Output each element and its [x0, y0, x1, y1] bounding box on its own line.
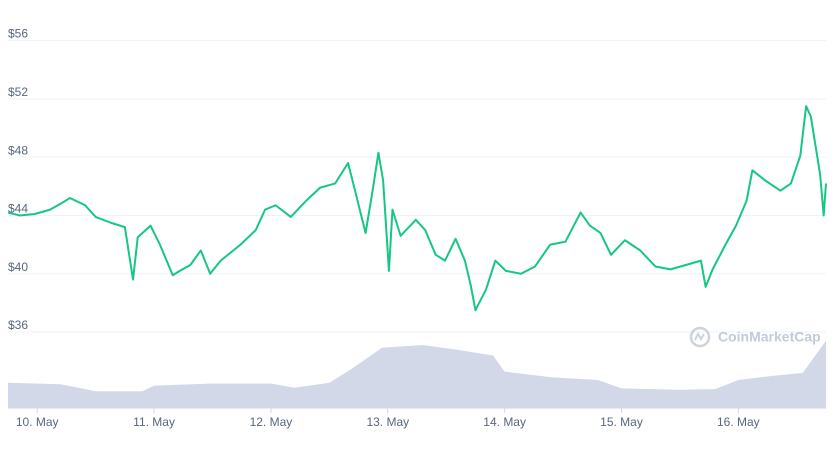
- y-tick-label: $44: [8, 202, 28, 216]
- volume-area: [8, 340, 826, 408]
- x-tick-label: 12. May: [250, 415, 293, 429]
- x-tick-label: 11. May: [133, 415, 175, 429]
- y-tick-label: $40: [8, 260, 28, 274]
- x-tick-label: 15. May: [600, 415, 643, 429]
- y-tick-label: $48: [8, 143, 28, 157]
- logo-ring: [689, 326, 711, 348]
- y-tick-label: $52: [8, 85, 28, 99]
- x-tick-label: 16. May: [717, 415, 760, 429]
- watermark-logo: [689, 326, 711, 348]
- plot: $36 $40 $44 $48 $52 $56 10. May 11. May 12. May 1…: [7, 27, 827, 429]
- x-tick-label: 13. May: [366, 415, 409, 429]
- logo-wave: [694, 331, 705, 341]
- x-tick-label: 14. May: [483, 415, 526, 429]
- watermark: CoinMarketCap: [718, 329, 821, 345]
- y-tick-label: $56: [8, 27, 28, 41]
- y-tick-label: $36: [8, 318, 28, 332]
- price-line: [7, 105, 827, 312]
- x-tick-label: 10. May: [16, 415, 59, 429]
